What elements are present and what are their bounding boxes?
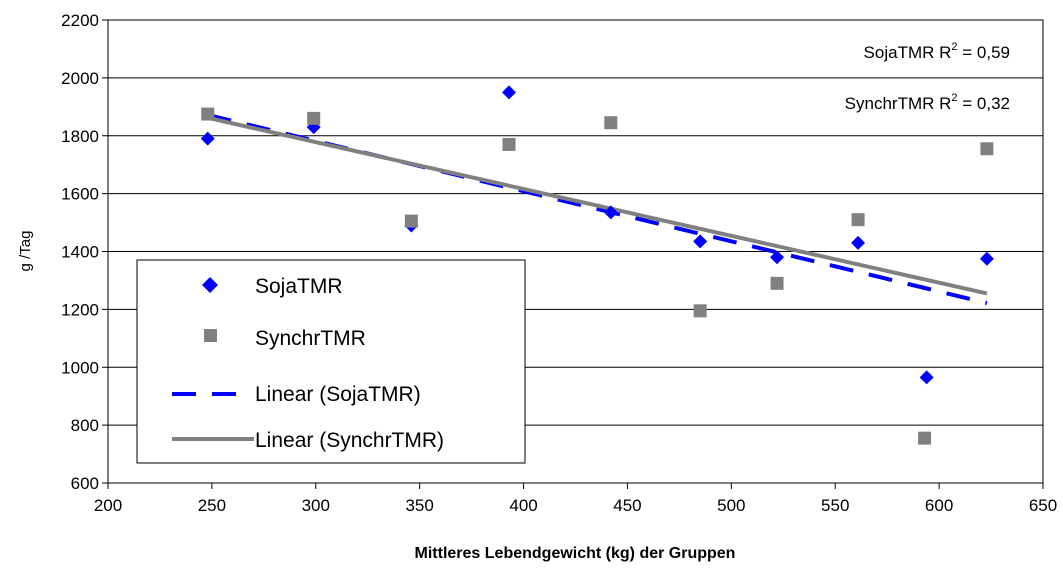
r2-annotation-synchr: SynchrTMR R2 = 0,32 <box>845 92 1010 113</box>
x-tick-label: 500 <box>717 496 745 515</box>
y-tick-label: 800 <box>71 416 99 435</box>
x-tick-label: 450 <box>613 496 641 515</box>
x-axis-title: Mittleres Lebendgewicht (kg) der Gruppen <box>415 545 736 562</box>
data-point-synchr <box>404 214 418 228</box>
y-tick-label: 2200 <box>61 11 99 30</box>
data-point-soja <box>502 85 517 100</box>
data-point-soja <box>693 234 708 249</box>
legend: SojaTMR SynchrTMR Linear (SojaTMR) Linea… <box>136 259 526 464</box>
x-tick-label: 600 <box>925 496 953 515</box>
legend-box <box>136 259 526 464</box>
data-point-synchr <box>604 116 618 130</box>
data-point-synchr <box>307 111 321 125</box>
legend-marker-synchr <box>204 329 217 342</box>
data-point-soja <box>851 235 866 250</box>
data-point-synchr <box>851 213 865 227</box>
r2-sup-soja: 2 <box>951 41 957 53</box>
r2-annotation-soja: SojaTMR R2 = 0,59 <box>864 41 1010 62</box>
x-tick-label: 300 <box>302 496 330 515</box>
trendline-synchr <box>207 115 988 296</box>
legend-label-soja: SojaTMR <box>255 275 343 298</box>
data-point-soja <box>200 131 215 146</box>
trendlines <box>207 112 988 305</box>
y-axis-title: g /Tag <box>17 231 34 272</box>
x-tick-label: 650 <box>1029 496 1057 515</box>
data-point-synchr <box>693 304 707 318</box>
data-point-soja <box>770 250 785 265</box>
r2-sup-synchr: 2 <box>951 92 957 104</box>
legend-label-soja-trend: Linear (SojaTMR) <box>255 383 421 406</box>
data-points <box>200 85 994 445</box>
y-tick-label: 600 <box>71 474 99 493</box>
data-point-synchr <box>980 142 994 156</box>
x-tick-label: 400 <box>509 496 537 515</box>
legend-marker-soja <box>202 277 218 293</box>
legend-label-synchr-trend: Linear (SynchrTMR) <box>255 429 444 452</box>
x-tick-label: 250 <box>198 496 226 515</box>
x-tick-label: 550 <box>821 496 849 515</box>
r2-label-synchr: SynchrTMR R <box>845 94 952 113</box>
legend-label-synchr: SynchrTMR <box>255 327 366 350</box>
data-point-synchr <box>502 137 516 151</box>
y-tick-label: 1000 <box>61 358 99 377</box>
r2-value-soja: = 0,59 <box>958 43 1010 62</box>
y-tick-label: 1200 <box>61 300 99 319</box>
x-tick-label: 350 <box>405 496 433 515</box>
y-tick-label: 1600 <box>61 185 99 204</box>
plot-border <box>107 19 1044 484</box>
r2-label-soja: SojaTMR R <box>864 43 952 62</box>
data-point-soja <box>603 205 618 220</box>
data-point-soja <box>979 251 994 266</box>
data-point-synchr <box>201 107 215 121</box>
r2-value-synchr: = 0,32 <box>958 94 1010 113</box>
y-tick-label: 1400 <box>61 243 99 262</box>
data-point-soja <box>919 370 934 385</box>
data-point-synchr <box>770 276 784 290</box>
y-tick-label: 1800 <box>61 127 99 146</box>
y-tick-label: 2000 <box>61 69 99 88</box>
data-point-synchr <box>918 431 932 445</box>
x-tick-label: 200 <box>94 496 122 515</box>
